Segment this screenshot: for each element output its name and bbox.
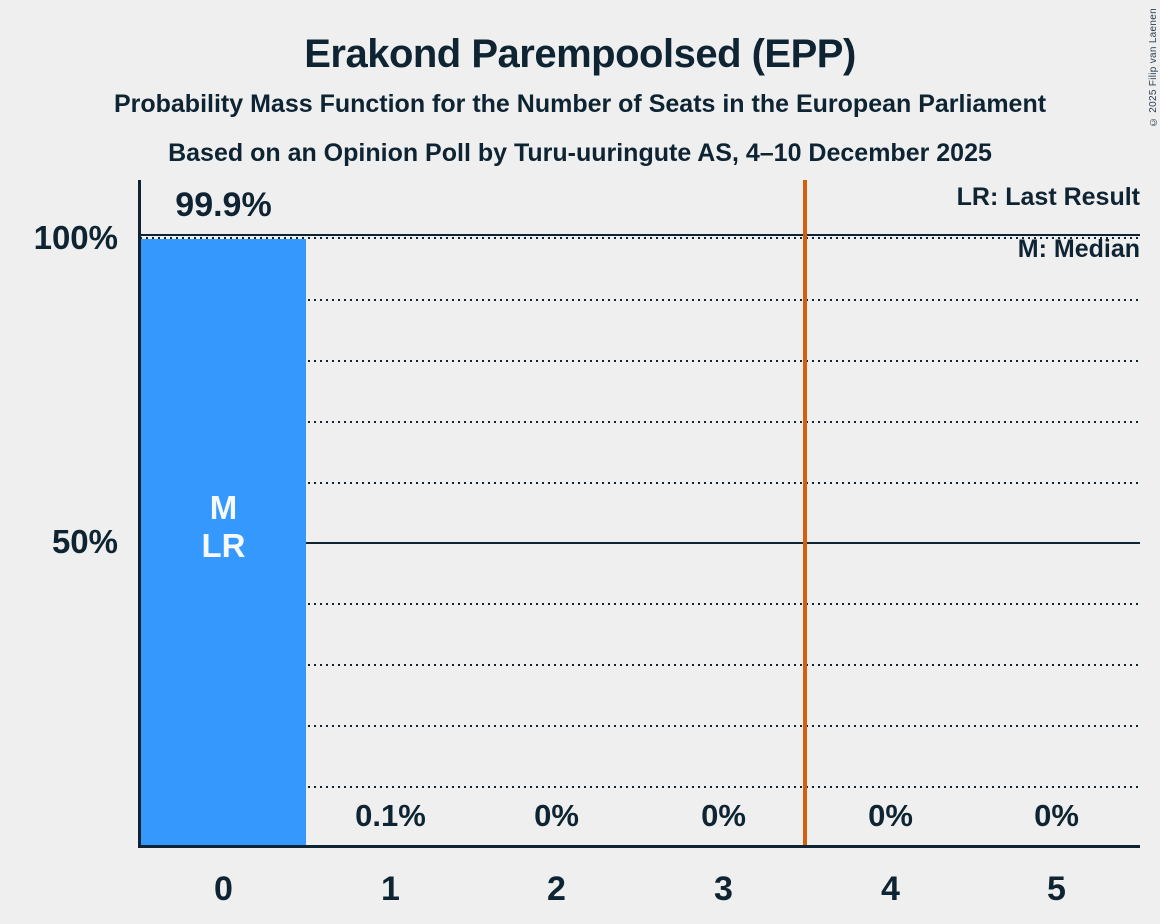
legend-last-result: LR: Last Result [956,183,1140,211]
chart-subtitle: Probability Mass Function for the Number… [113,90,1047,118]
gridline-dotted-60pct [140,482,1140,484]
gridline-dotted-80pct [140,360,1140,362]
last-result-marker: LR [201,527,246,564]
chart-source-line: Based on an Opinion Poll by Turu-uuringu… [168,139,992,167]
bar-value-label-0: 99.9% [175,186,272,224]
gridline-dotted-30pct [140,664,1140,666]
x-tick-4: 4 [881,870,900,908]
bar-seats-0 [141,239,306,845]
gridline-dotted-70pct [140,421,1140,423]
bar-value-label-2: 0% [534,798,579,833]
x-tick-3: 3 [714,870,733,908]
y-axis-line [138,180,141,848]
bar-value-label-5: 0% [1034,798,1079,833]
majority-threshold-line [803,180,807,845]
bar-value-label-4: 0% [868,798,913,833]
bar-value-label-1: 0.1% [355,798,426,833]
x-tick-2: 2 [547,870,566,908]
legend-median: M: Median [1017,235,1140,263]
y-tick-50pct: 50% [51,523,118,560]
x-tick-0: 0 [214,870,233,908]
gridline-dotted-10pct [140,786,1140,788]
x-axis-line [138,845,1140,848]
y-tick-100pct: 100% [33,219,118,256]
chart-title: Erakond Parempoolsed (EPP) [304,32,856,76]
copyright-notice: © 2025 Filip van Laenen [1148,8,1159,128]
gridline-dotted-40pct [140,603,1140,605]
median-marker: M [209,489,238,526]
gridline-dotted-100pct [140,237,1140,239]
bar-value-label-3: 0% [701,798,746,833]
x-tick-1: 1 [381,870,400,908]
x-tick-5: 5 [1047,870,1066,908]
gridline-dotted-20pct [140,725,1140,727]
bar-markers-median-last-result: M LR [140,489,307,565]
gridline-100pct [140,234,1140,236]
gridline-dotted-90pct [140,299,1140,301]
gridline-50pct [140,542,1140,544]
